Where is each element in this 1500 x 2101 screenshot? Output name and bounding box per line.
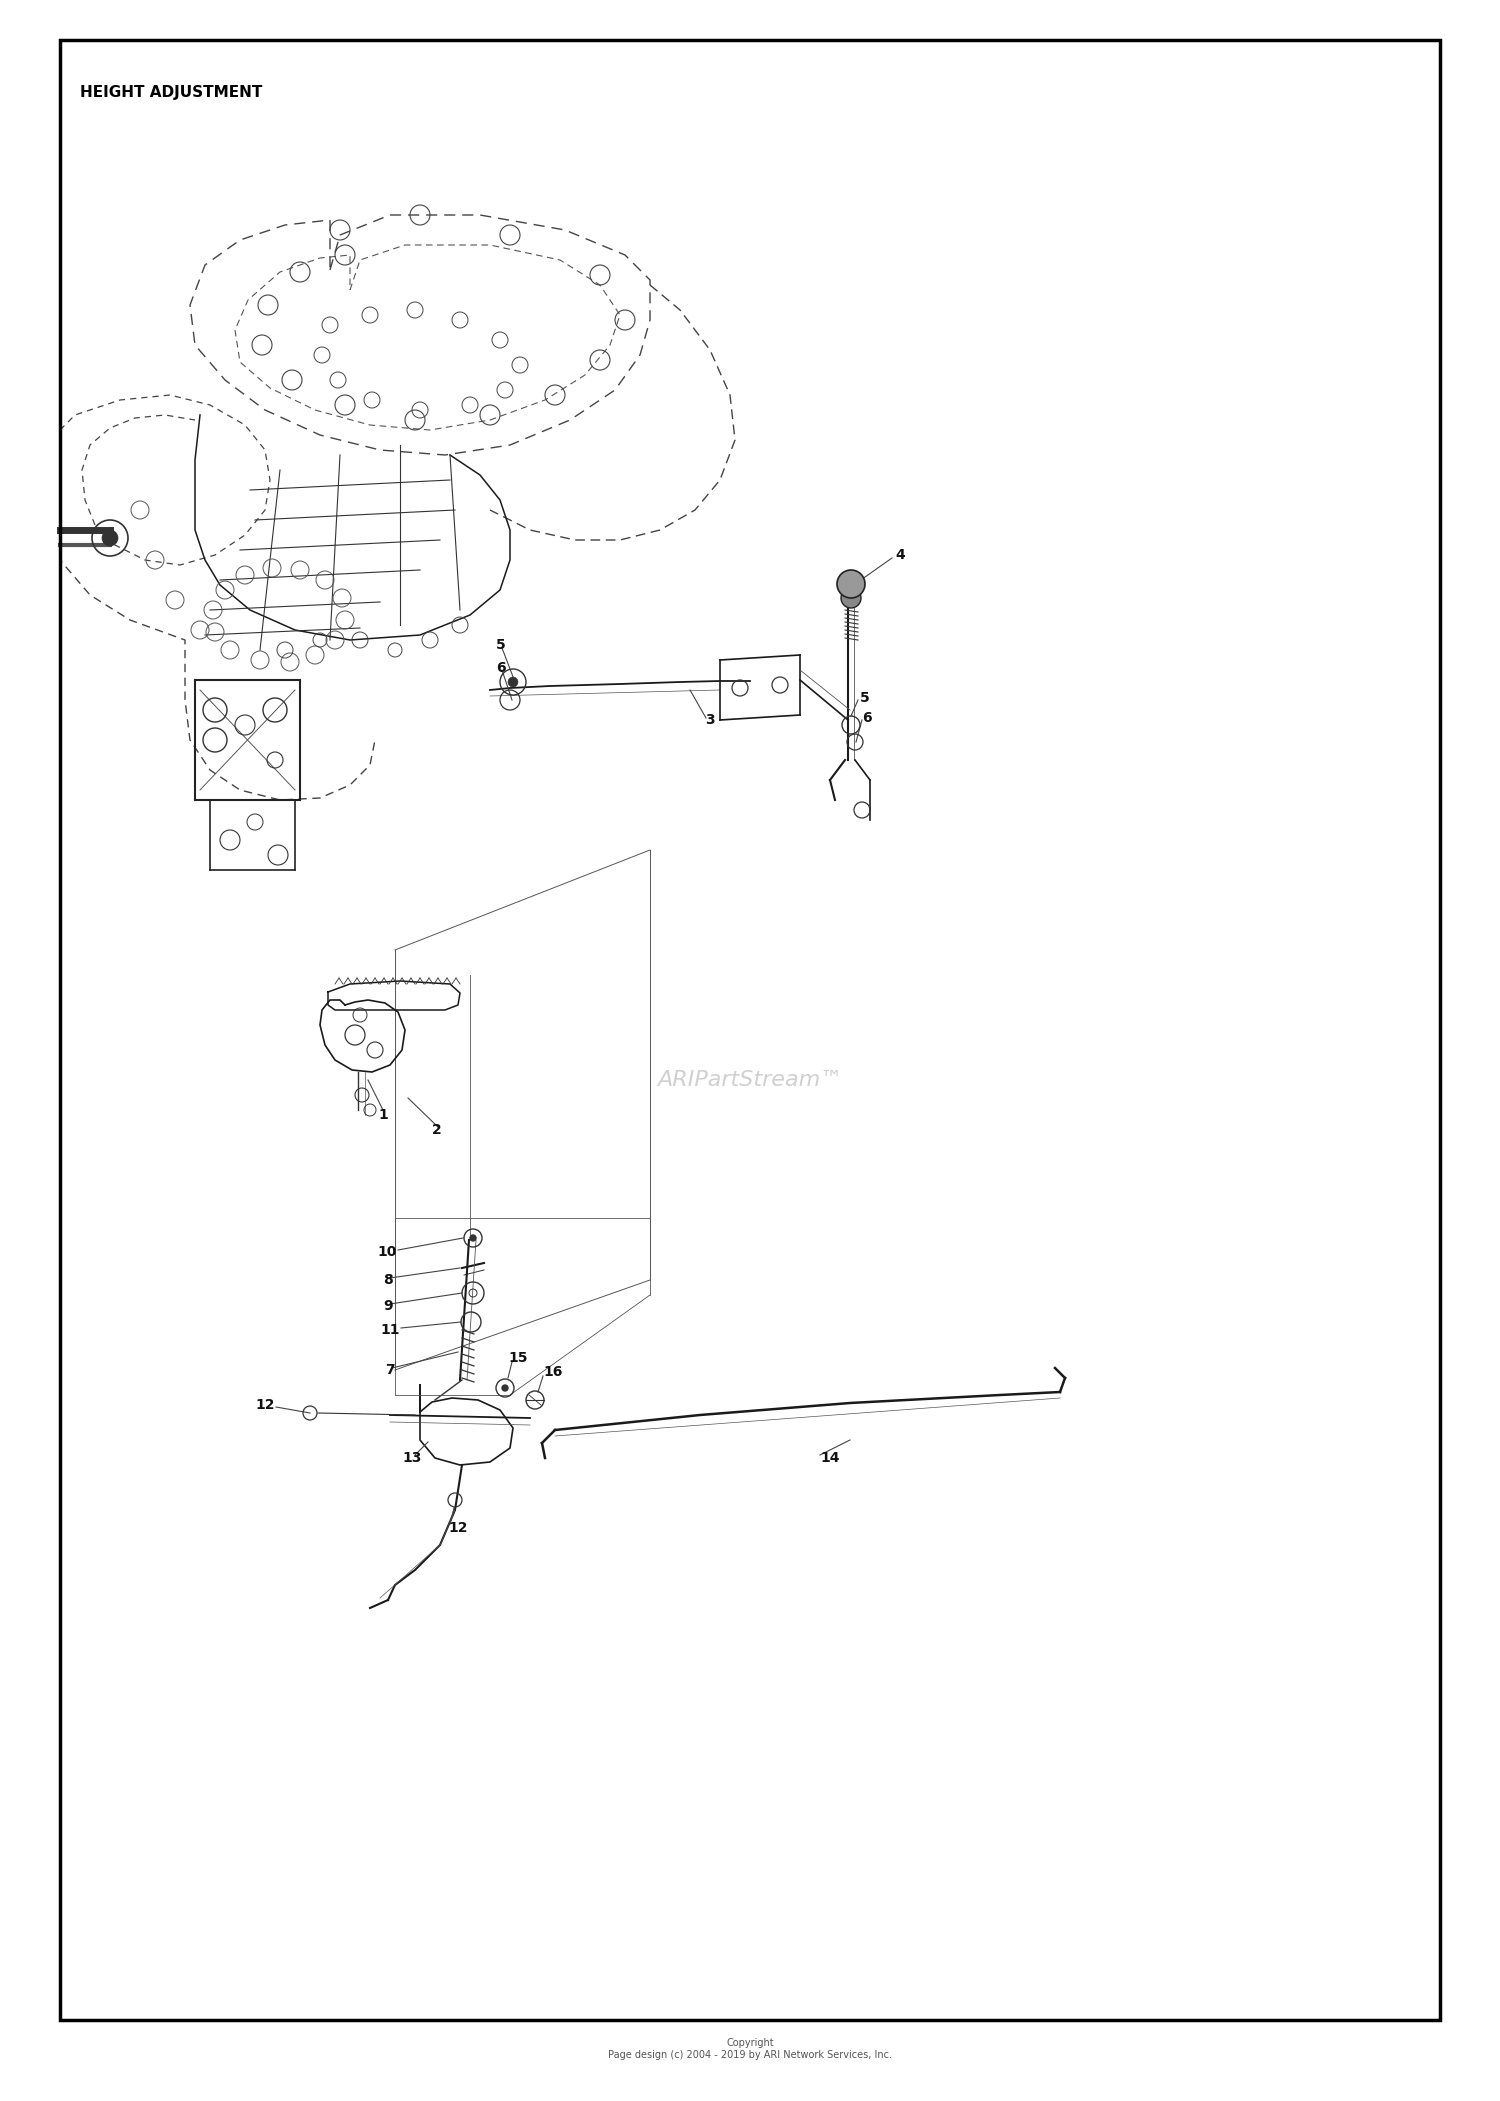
Text: 4: 4 bbox=[896, 548, 904, 561]
Text: 13: 13 bbox=[402, 1452, 422, 1464]
Text: 12: 12 bbox=[448, 1521, 468, 1536]
Text: 2: 2 bbox=[432, 1124, 441, 1137]
Text: Copyright
Page design (c) 2004 - 2019 by ARI Network Services, Inc.: Copyright Page design (c) 2004 - 2019 by… bbox=[608, 2038, 892, 2059]
Text: 9: 9 bbox=[382, 1298, 393, 1313]
Circle shape bbox=[842, 588, 861, 607]
Text: 5: 5 bbox=[496, 639, 506, 651]
Text: ARIPartStream™: ARIPartStream™ bbox=[657, 1069, 843, 1090]
Circle shape bbox=[509, 677, 518, 687]
Text: 10: 10 bbox=[376, 1246, 396, 1258]
Text: 8: 8 bbox=[382, 1273, 393, 1288]
Text: 11: 11 bbox=[380, 1324, 399, 1336]
Text: 3: 3 bbox=[705, 712, 714, 727]
Text: 15: 15 bbox=[509, 1351, 528, 1366]
Text: 6: 6 bbox=[496, 662, 506, 674]
Circle shape bbox=[102, 529, 118, 546]
Text: HEIGHT ADJUSTMENT: HEIGHT ADJUSTMENT bbox=[80, 84, 262, 101]
Circle shape bbox=[837, 569, 866, 599]
Text: 14: 14 bbox=[821, 1452, 840, 1464]
Circle shape bbox=[470, 1235, 476, 1242]
Text: 16: 16 bbox=[543, 1366, 562, 1378]
Text: 1: 1 bbox=[378, 1107, 387, 1122]
Text: 5: 5 bbox=[859, 691, 870, 706]
Text: 12: 12 bbox=[255, 1397, 274, 1412]
Text: 7: 7 bbox=[386, 1364, 394, 1376]
Circle shape bbox=[503, 1385, 509, 1391]
Text: 6: 6 bbox=[862, 710, 871, 725]
